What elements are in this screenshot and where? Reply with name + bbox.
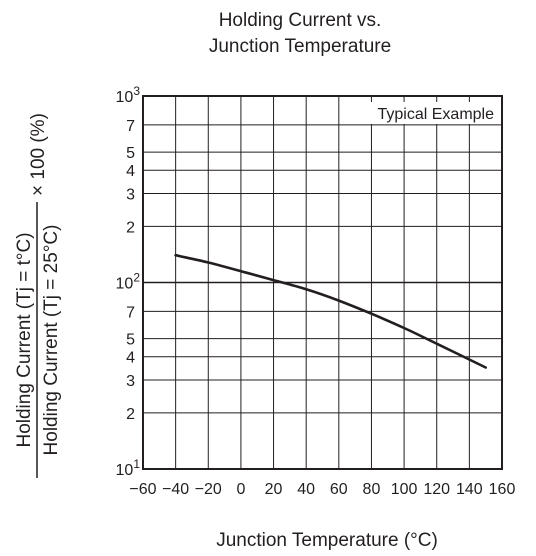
x-axis-label: Junction Temperature (°C) bbox=[216, 530, 438, 551]
x-tick-label: 40 bbox=[297, 481, 315, 498]
x-tick-label: 100 bbox=[391, 481, 418, 498]
y-tick-label: 103 bbox=[116, 84, 141, 106]
annotation-layer: Typical Example bbox=[348, 102, 498, 124]
chart-title-line-2: Junction Temperature bbox=[209, 36, 391, 57]
x-tick-label: −20 bbox=[195, 481, 222, 498]
y-axis-label-suffix: × 100 (%) bbox=[28, 113, 49, 196]
x-tick-label: 140 bbox=[456, 481, 483, 498]
y-tick-label: 101 bbox=[116, 457, 141, 479]
series-layer bbox=[174, 253, 487, 369]
x-tick-label: −40 bbox=[162, 481, 189, 498]
annotation-typical-example: Typical Example bbox=[378, 106, 495, 123]
y-tick-label: 5 bbox=[126, 145, 135, 162]
x-tick-label: 0 bbox=[236, 481, 245, 498]
x-tick-label: 120 bbox=[423, 481, 450, 498]
y-axis-label-denominator: Holding Current (Tj = 25°C) bbox=[41, 225, 62, 456]
plot-frame bbox=[142, 95, 503, 470]
y-axis-label: Holding Current (Tj = t°C) Holding Curre… bbox=[14, 113, 62, 478]
x-tick-label: −60 bbox=[129, 481, 156, 498]
x-tick-labels: −60 −40 −20 0 20 40 60 80 100 120 140 160 bbox=[129, 481, 515, 498]
grid bbox=[142, 95, 503, 470]
y-tick-label: 4 bbox=[126, 163, 135, 180]
x-tick-label: 60 bbox=[330, 481, 348, 498]
y-tick-label: 7 bbox=[126, 118, 135, 135]
x-tick-label: 20 bbox=[265, 481, 283, 498]
y-tick-label: 5 bbox=[126, 332, 135, 349]
x-tick-label: 80 bbox=[363, 481, 381, 498]
y-tick-label: 102 bbox=[116, 271, 141, 293]
y-tick-label: 4 bbox=[126, 350, 135, 367]
annotation-background bbox=[348, 102, 498, 124]
chart-title-line-1: Holding Current vs. bbox=[219, 10, 382, 31]
y-tick-label: 2 bbox=[126, 219, 135, 236]
series-line-0 bbox=[174, 253, 487, 369]
y-axis-label-numerator: Holding Current (Tj = t°C) bbox=[14, 232, 35, 447]
y-tick-label: 7 bbox=[126, 304, 135, 321]
y-tick-label: 2 bbox=[126, 406, 135, 423]
x-tick-label: 160 bbox=[489, 481, 516, 498]
y-tick-label: 3 bbox=[126, 187, 135, 204]
y-tick-label: 3 bbox=[126, 373, 135, 390]
